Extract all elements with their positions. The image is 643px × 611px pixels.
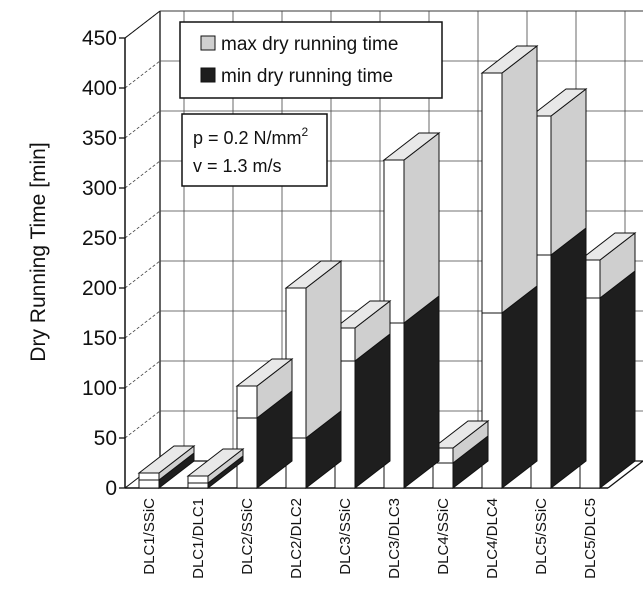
bar-max-segment-front bbox=[383, 159, 405, 324]
legend-label-max: max dry running time bbox=[221, 34, 398, 55]
y-tick-label: 150 bbox=[82, 327, 117, 350]
bar-min-segment-front bbox=[138, 479, 160, 489]
bar-top-face bbox=[137, 445, 196, 474]
y-tick-label: 100 bbox=[82, 377, 117, 400]
bar-max-segment-front bbox=[138, 472, 160, 481]
bar-dlc1-ssic bbox=[137, 444, 196, 490]
bar-dlc5-dlc5 bbox=[578, 231, 637, 490]
x-axis-labels: DLC1/SSiC DLC1/DLC1 DLC2/SSiC DLC2/DLC2 DLC3… bbox=[141, 498, 599, 579]
legend-swatch-min bbox=[200, 67, 216, 83]
bar-dlc2-dlc2 bbox=[284, 259, 343, 490]
legend: max dry running time min dry running tim… bbox=[179, 21, 443, 99]
y-tick-label: 350 bbox=[82, 127, 117, 150]
bar-dlc2-ssic bbox=[235, 357, 294, 490]
velocity-label: v = 1.3 m/s bbox=[193, 156, 282, 176]
bar-top-face bbox=[382, 132, 441, 161]
bar-min-segment-side bbox=[599, 269, 636, 490]
bar-max-segment-side bbox=[501, 44, 538, 315]
bar-top-face bbox=[529, 88, 588, 117]
bar-dlc1-dlc1 bbox=[186, 447, 245, 490]
bar-top-face bbox=[578, 232, 637, 261]
y-tick-label: 400 bbox=[82, 77, 117, 100]
bar-top-face bbox=[284, 260, 343, 289]
side-wall-gridline bbox=[124, 210, 161, 239]
legend-swatch-max bbox=[200, 35, 216, 51]
y-tick-label: 450 bbox=[82, 27, 117, 50]
y-tick-label: 300 bbox=[82, 177, 117, 200]
x-category-label: DLC2/DLC2 bbox=[288, 498, 305, 579]
bar-dlc4-dlc4 bbox=[480, 44, 539, 490]
floor-right-edge bbox=[607, 460, 643, 489]
side-wall-gridline bbox=[124, 160, 161, 189]
conditions-box bbox=[181, 113, 328, 187]
bars bbox=[137, 44, 637, 490]
bar-max-segment-side bbox=[305, 259, 342, 440]
legend-box bbox=[179, 21, 443, 99]
y-axis-title: Dry Running Time [min] bbox=[27, 142, 50, 361]
side-wall-gridline bbox=[124, 60, 161, 89]
legend-label-min: min dry running time bbox=[221, 66, 393, 87]
bar-max-segment-front bbox=[481, 72, 503, 314]
y-tick-label: 50 bbox=[94, 427, 117, 450]
bar-dlc4-ssic bbox=[431, 419, 490, 490]
x-category-label: DLC3/DLC3 bbox=[386, 498, 403, 579]
y-axis-top-edge bbox=[124, 10, 161, 39]
bar-max-segment-side bbox=[403, 131, 440, 325]
x-category-label: DLC2/SSiC bbox=[239, 498, 256, 575]
bar-dlc3-dlc3 bbox=[382, 131, 441, 490]
x-category-label: DLC4/DLC4 bbox=[484, 498, 501, 579]
y-tick-label: 200 bbox=[82, 277, 117, 300]
bar-min-segment-side bbox=[403, 294, 440, 490]
bar-min-segment-side bbox=[501, 284, 538, 490]
bar-top-face bbox=[333, 300, 392, 329]
x-category-label: DLC1/DLC1 bbox=[190, 498, 207, 579]
bar-top-face bbox=[235, 358, 294, 387]
x-category-label: DLC3/SSiC bbox=[337, 498, 354, 575]
y-tick-label: 0 bbox=[105, 477, 117, 500]
x-category-label: DLC4/SSiC bbox=[435, 498, 452, 575]
side-wall-gridline bbox=[124, 310, 161, 339]
x-category-label: DLC1/SSiC bbox=[141, 498, 158, 575]
conditions-annotation: p = 0.2 N/mm2 v = 1.3 m/s bbox=[181, 113, 328, 187]
bar-dlc5-ssic bbox=[529, 87, 588, 490]
bar-min-segment-side bbox=[550, 226, 587, 490]
bar-max-segment-front bbox=[236, 385, 258, 419]
bar-max-segment-side bbox=[550, 87, 587, 257]
bar-dlc3-ssic bbox=[333, 299, 392, 490]
side-wall-gridline bbox=[124, 110, 161, 139]
bar-min-segment-front bbox=[187, 482, 209, 489]
bar-top-face bbox=[480, 45, 539, 74]
pressure-label: p = 0.2 N/mm2 bbox=[193, 125, 309, 148]
side-wall-gridline bbox=[124, 360, 161, 389]
bar-top-face bbox=[431, 420, 490, 449]
y-axis-ticks: 0 50 100 150 200 250 300 350 400 450 bbox=[82, 27, 125, 500]
side-wall-gridline bbox=[124, 260, 161, 289]
side-wall-gridline bbox=[124, 410, 161, 439]
x-category-label: DLC5/SSiC bbox=[533, 498, 550, 575]
bar-top-face bbox=[186, 448, 245, 477]
x-category-label: DLC5/DLC5 bbox=[582, 498, 599, 579]
bar-min-segment-front bbox=[432, 462, 454, 489]
bar-max-segment-front bbox=[187, 475, 209, 484]
y-tick-label: 250 bbox=[82, 227, 117, 250]
